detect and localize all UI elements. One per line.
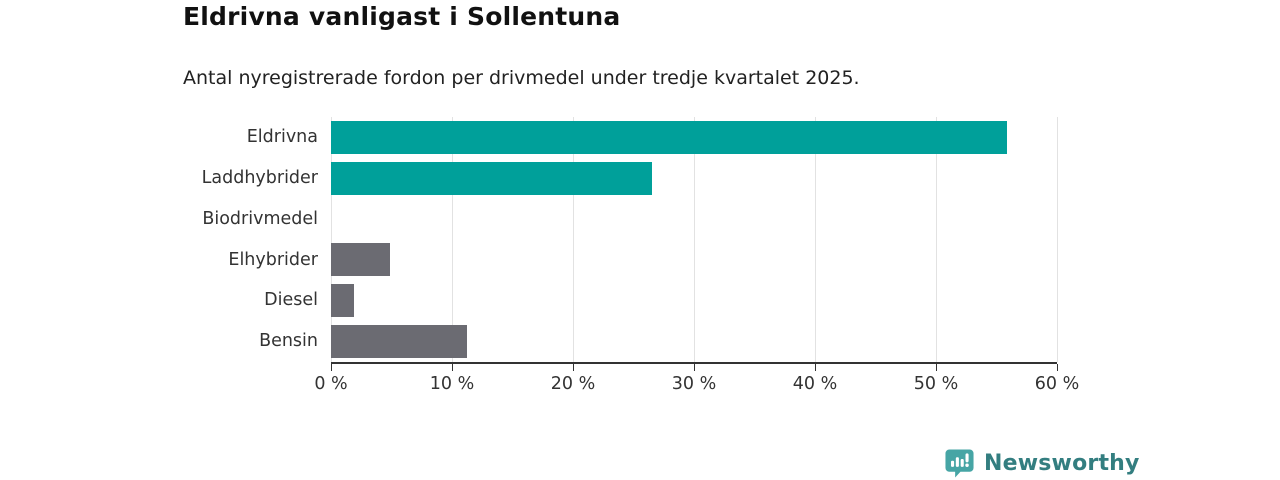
axis-tick [694, 364, 695, 371]
bar-row [331, 117, 1057, 158]
axis-tick [331, 364, 332, 371]
axis-tick-label: 30 % [671, 374, 717, 394]
category-label: Eldrivna [246, 127, 318, 147]
bar [331, 243, 391, 277]
bar [331, 161, 652, 195]
bar-row [331, 158, 1057, 199]
axis-tick-label: 50 % [913, 374, 959, 394]
axis-tick-label: 0 % [314, 374, 348, 394]
gridline [573, 117, 574, 362]
gridline [694, 117, 695, 362]
bar-row [331, 240, 1057, 281]
category-label: Elhybrider [228, 249, 318, 270]
category-label: Biodrivmedel [202, 208, 318, 229]
gridline [452, 117, 453, 362]
newsworthy-logo-text: Newsworthy [984, 450, 1140, 476]
chart-title: Eldrivna vanligast i Sollentuna [183, 2, 621, 31]
gridline [1057, 117, 1058, 362]
gridline [815, 117, 816, 362]
gridline [331, 117, 332, 362]
axis-tick [815, 364, 816, 371]
plot-area [331, 117, 1058, 364]
bar-row [331, 280, 1057, 321]
axis-tick-label: 20 % [550, 374, 596, 394]
axis-tick-label: 60 % [1034, 374, 1080, 394]
chart-subtitle: Antal nyregistrerade fordon per drivmede… [183, 67, 860, 89]
bar [331, 120, 1008, 154]
bar [331, 284, 354, 318]
axis-tick [1057, 364, 1058, 371]
bar [331, 325, 467, 359]
axis-tick [452, 364, 453, 371]
axis-tick-label: 40 % [792, 374, 838, 394]
bar-row [331, 321, 1057, 362]
gridline [936, 117, 937, 362]
axis-tick-label: 10 % [429, 374, 475, 394]
axis-tick [573, 364, 574, 371]
axis-tick [936, 364, 937, 371]
category-label: Laddhybrider [201, 167, 318, 188]
category-label: Bensin [259, 331, 318, 352]
category-label: Diesel [264, 290, 318, 311]
bar-chart-speech-bubble-icon [944, 448, 975, 478]
bar-row [331, 199, 1057, 240]
newsworthy-logo: Newsworthy [944, 448, 1140, 478]
